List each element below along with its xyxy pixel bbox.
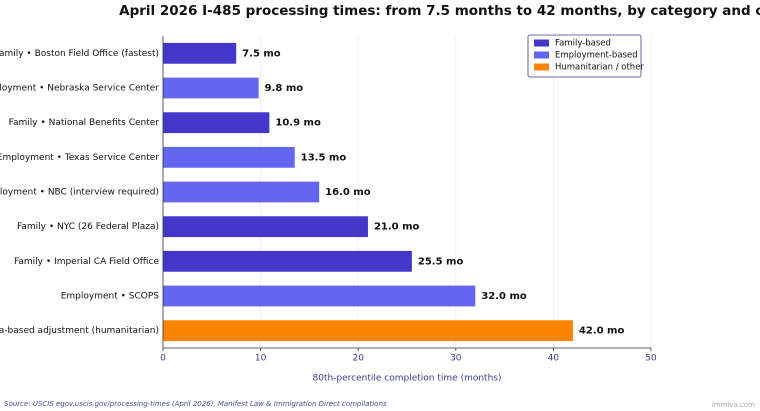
legend-label: Employment-based (555, 51, 638, 61)
x-tick-label: 0 (160, 354, 166, 364)
value-label: 9.8 mo (265, 83, 304, 94)
x-tick-label: 40 (548, 354, 560, 364)
bar (163, 216, 368, 238)
y-tick-label: Family • Boston Field Office (fastest) (0, 49, 159, 59)
x-tick-label: 30 (450, 354, 462, 364)
y-tick-label: Family • NYC (26 Federal Plaza) (17, 222, 159, 232)
y-tick-label: Employment • NBC (interview required) (0, 188, 159, 198)
y-tick-label: Employment • Nebraska Service Center (0, 84, 159, 94)
value-label: 7.5 mo (242, 48, 281, 59)
bar (163, 112, 270, 134)
value-label: 25.5 mo (418, 256, 464, 267)
y-tick-label: Family • Imperial CA Field Office (14, 257, 159, 267)
bar (163, 77, 259, 99)
bar (163, 42, 237, 64)
value-label: 16.0 mo (325, 187, 371, 198)
y-tick-label: Family • National Benefits Center (9, 118, 160, 128)
x-tick-label: 20 (352, 354, 364, 364)
bar (163, 320, 573, 342)
x-axis-label: 80th-percentile completion time (months) (313, 374, 502, 384)
y-tick-label: T-visa-based adjustment (humanitarian) (0, 326, 159, 336)
value-label: 42.0 mo (579, 326, 625, 337)
legend-swatch (534, 39, 549, 47)
bar (163, 181, 320, 203)
legend-label: Humanitarian / other (555, 63, 644, 73)
bar (163, 146, 295, 168)
value-label: 32.0 mo (481, 291, 527, 302)
legend-swatch (534, 63, 549, 71)
value-label: 13.5 mo (301, 152, 347, 163)
chart-title: April 2026 I-485 processing times: from … (119, 3, 760, 19)
watermark: immiva.com (712, 401, 755, 409)
source-note: Source: USCIS egov.uscis.gov/processing-… (4, 400, 387, 408)
legend-box (527, 34, 642, 78)
y-tick-label: Employment • Texas Service Center (0, 153, 159, 163)
y-tick-label: Employment • SCOPS (61, 292, 160, 302)
legend-swatch (534, 51, 549, 59)
bar (163, 250, 412, 272)
x-tick-label: 10 (255, 354, 267, 364)
legend-label: Family-based (555, 39, 611, 49)
bar (163, 285, 476, 307)
value-label: 21.0 mo (374, 222, 420, 233)
value-label: 10.9 mo (275, 118, 321, 129)
x-tick-label: 50 (645, 354, 657, 364)
